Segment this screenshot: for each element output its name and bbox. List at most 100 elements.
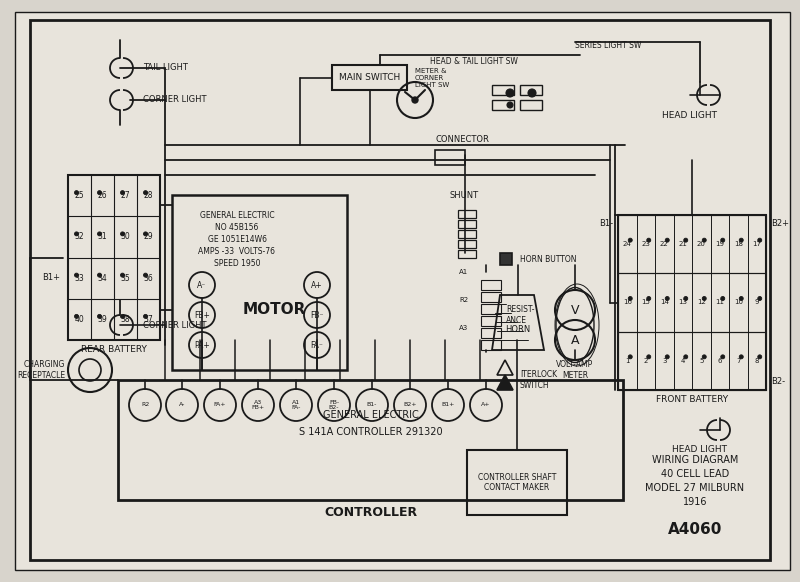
- Text: B1+: B1+: [42, 273, 60, 282]
- Text: 11: 11: [715, 300, 724, 306]
- Text: 18: 18: [734, 241, 742, 247]
- Text: CONNECTOR: CONNECTOR: [435, 136, 489, 144]
- Circle shape: [628, 238, 632, 242]
- Text: 13: 13: [678, 300, 687, 306]
- Text: A: A: [570, 333, 579, 346]
- Circle shape: [758, 238, 762, 242]
- Text: 16: 16: [622, 300, 632, 306]
- Text: CHARGING
RECEPTACLE: CHARGING RECEPTACLE: [17, 360, 65, 379]
- Circle shape: [74, 273, 78, 277]
- Circle shape: [143, 314, 147, 318]
- Circle shape: [758, 296, 762, 300]
- Circle shape: [739, 355, 743, 359]
- Text: FB-
B2-: FB- B2-: [329, 400, 339, 410]
- Text: HEAD LIGHT: HEAD LIGHT: [662, 111, 718, 119]
- Circle shape: [506, 89, 514, 97]
- Bar: [481, 328, 501, 338]
- Circle shape: [143, 191, 147, 194]
- Text: CORNER LIGHT: CORNER LIGHT: [143, 95, 206, 105]
- Circle shape: [412, 97, 418, 103]
- Circle shape: [74, 191, 78, 194]
- Circle shape: [98, 191, 102, 194]
- Bar: [500, 253, 512, 265]
- Text: 20: 20: [697, 241, 706, 247]
- Polygon shape: [497, 375, 513, 390]
- Text: B2+: B2+: [403, 403, 417, 407]
- Bar: [435, 150, 465, 165]
- Text: 36: 36: [144, 274, 154, 283]
- Text: SHUNT: SHUNT: [450, 190, 479, 200]
- Text: B2-: B2-: [771, 378, 785, 386]
- Text: 27: 27: [121, 191, 130, 200]
- Text: FB⁻: FB⁻: [310, 311, 324, 320]
- Text: 39: 39: [98, 315, 107, 324]
- Circle shape: [143, 273, 147, 277]
- Text: SERIES LIGHT SW: SERIES LIGHT SW: [575, 41, 642, 49]
- Text: S 141A CONTROLLER 291320: S 141A CONTROLLER 291320: [298, 427, 442, 437]
- Text: 24: 24: [623, 241, 632, 247]
- Circle shape: [721, 238, 725, 242]
- Circle shape: [74, 314, 78, 318]
- Circle shape: [758, 355, 762, 359]
- Text: CORNER LIGHT: CORNER LIGHT: [143, 321, 206, 329]
- Bar: [458, 220, 476, 228]
- Bar: [467, 450, 567, 515]
- Text: B1+: B1+: [442, 403, 454, 407]
- Text: 25: 25: [74, 191, 84, 200]
- Text: HEAD LIGHT: HEAD LIGHT: [673, 445, 727, 455]
- Circle shape: [121, 232, 125, 236]
- Text: MOTOR: MOTOR: [243, 303, 306, 318]
- Circle shape: [721, 296, 725, 300]
- Bar: [118, 380, 623, 500]
- Text: GENERAL ELECTRIC: GENERAL ELECTRIC: [200, 211, 274, 219]
- Text: 9: 9: [754, 300, 759, 306]
- Circle shape: [646, 355, 650, 359]
- Circle shape: [143, 232, 147, 236]
- Text: 30: 30: [121, 232, 130, 242]
- Circle shape: [684, 296, 688, 300]
- Text: 8: 8: [754, 358, 759, 364]
- Text: 2: 2: [643, 358, 648, 364]
- Text: NO 45B156: NO 45B156: [215, 222, 258, 232]
- Text: WIRING DIAGRAM: WIRING DIAGRAM: [652, 455, 738, 465]
- Bar: [481, 316, 501, 326]
- Text: 40: 40: [74, 315, 84, 324]
- Text: R2: R2: [459, 297, 468, 303]
- Text: 15: 15: [642, 300, 650, 306]
- Bar: [172, 195, 347, 370]
- Bar: [458, 230, 476, 238]
- Text: 31: 31: [98, 232, 107, 242]
- Circle shape: [684, 355, 688, 359]
- Circle shape: [646, 296, 650, 300]
- Text: CONTROLLER: CONTROLLER: [324, 506, 417, 519]
- Text: FB+: FB+: [194, 311, 210, 320]
- Text: TAIL LIGHT: TAIL LIGHT: [143, 63, 188, 73]
- Text: GE 1051E14W6: GE 1051E14W6: [207, 235, 266, 243]
- Circle shape: [98, 232, 102, 236]
- Text: 38: 38: [121, 315, 130, 324]
- Text: MODEL 27 MILBURN: MODEL 27 MILBURN: [646, 483, 745, 493]
- Text: FRONT BATTERY: FRONT BATTERY: [656, 396, 728, 404]
- Bar: [520, 85, 542, 95]
- Text: 22: 22: [660, 241, 669, 247]
- Text: A3: A3: [458, 325, 468, 331]
- Circle shape: [702, 355, 706, 359]
- Text: 14: 14: [660, 300, 669, 306]
- Circle shape: [702, 296, 706, 300]
- Bar: [481, 340, 501, 350]
- Text: A⁻: A⁻: [198, 281, 206, 289]
- Circle shape: [528, 89, 536, 97]
- Text: 3: 3: [662, 358, 666, 364]
- Text: 17: 17: [752, 241, 762, 247]
- Text: 35: 35: [121, 274, 130, 283]
- Text: A-: A-: [179, 403, 185, 407]
- Circle shape: [628, 355, 632, 359]
- Circle shape: [721, 355, 725, 359]
- Text: RESIST-
ANCE: RESIST- ANCE: [506, 306, 534, 325]
- Text: A1
FA-: A1 FA-: [291, 400, 301, 410]
- Text: HEAD & TAIL LIGHT SW: HEAD & TAIL LIGHT SW: [430, 58, 518, 66]
- Text: 32: 32: [74, 232, 84, 242]
- Circle shape: [98, 273, 102, 277]
- Text: A4060: A4060: [668, 523, 722, 538]
- Circle shape: [507, 102, 513, 108]
